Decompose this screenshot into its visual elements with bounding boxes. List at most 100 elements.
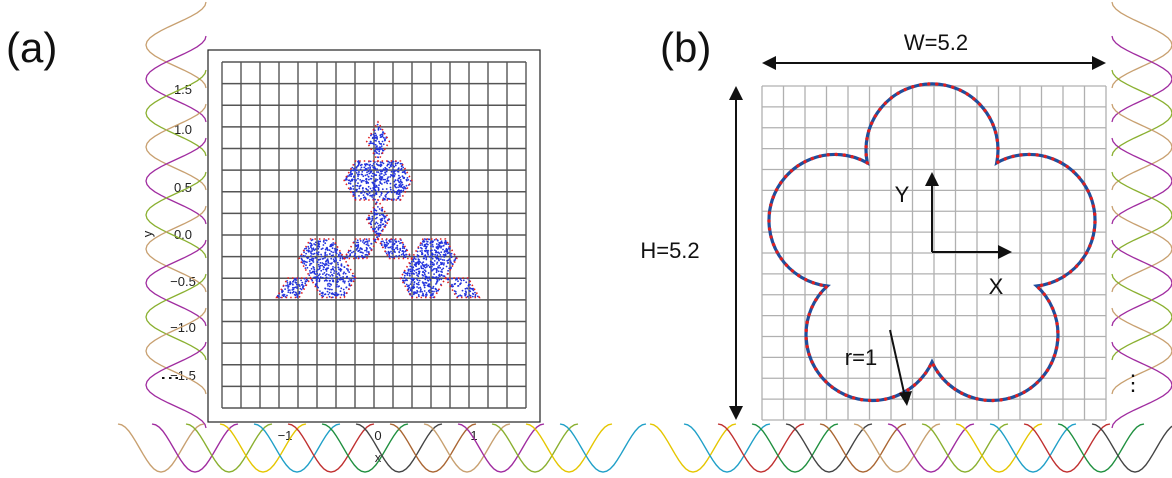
scatter-point [337, 263, 339, 266]
scatter-point [403, 187, 405, 190]
scatter-point [419, 244, 422, 247]
scatter-point [363, 179, 365, 182]
scatter-point [410, 266, 413, 268]
scatter-point [327, 288, 329, 290]
scatter-point [389, 176, 392, 178]
scatter-point [286, 282, 289, 284]
width-arrow [762, 56, 1106, 70]
scatter-point [367, 176, 370, 178]
scatter-point [408, 272, 411, 275]
scatter-point [298, 292, 301, 295]
scatter-point [383, 217, 386, 220]
scatter-point [442, 263, 445, 266]
scatter-point [355, 249, 358, 251]
scatter-point [306, 257, 309, 260]
scatter-point [378, 150, 381, 153]
scatter-point [405, 283, 408, 286]
scatter-point [431, 276, 434, 278]
scatter-point [362, 187, 364, 189]
scatter-point [363, 242, 366, 245]
scatter-point [334, 249, 337, 252]
scatter-point [303, 260, 305, 263]
scatter-point [413, 278, 415, 280]
scatter-point [405, 184, 408, 187]
scatter-point [411, 277, 414, 280]
scatter-point [305, 280, 308, 283]
scatter-point [375, 134, 378, 137]
scatter-point [398, 254, 401, 257]
scatter-point [383, 174, 385, 177]
scatter-point [446, 252, 449, 255]
scatter-point [379, 136, 382, 139]
scatter-point [337, 255, 340, 258]
scatter-point [399, 195, 401, 197]
scatter-point [469, 287, 472, 290]
scatter-point [301, 283, 304, 286]
scatter-point [334, 292, 337, 294]
scatter-point [381, 188, 384, 191]
scatter-point [373, 183, 376, 186]
scatter-point [425, 249, 428, 252]
scatter-point [375, 213, 378, 216]
scatter-point [293, 286, 295, 289]
scatter-point [472, 289, 475, 292]
scatter-point [466, 287, 469, 290]
scatter-point [397, 240, 400, 243]
scatter-point [385, 180, 388, 183]
scatter-point [397, 177, 400, 180]
scatter-point [353, 163, 356, 166]
scatter-point [439, 258, 442, 260]
scatter-point [391, 160, 394, 163]
scatter-point [342, 288, 345, 291]
scatter-point [323, 266, 325, 269]
scatter-point [317, 263, 320, 266]
scatter-point [338, 274, 341, 277]
scatter-point [429, 263, 432, 266]
scatter-point [439, 275, 441, 278]
scatter-point [425, 282, 428, 284]
scatter-point [315, 252, 318, 254]
scatter-point [435, 282, 438, 284]
scatter-point [442, 253, 445, 256]
scatter-point [345, 178, 348, 181]
scatter-point [325, 268, 328, 271]
scatter-point [433, 290, 435, 293]
scatter-point [358, 195, 360, 197]
scatter-point [385, 241, 388, 244]
scatter-point [402, 189, 405, 192]
scatter-point [287, 285, 290, 288]
scatter-point [350, 175, 352, 178]
scatter-point [405, 278, 407, 280]
scatter-point [368, 192, 371, 194]
scatter-point [327, 264, 330, 267]
scatter-point [362, 196, 365, 199]
scatter-point [425, 258, 428, 261]
panel-b-bottom-basis-curves [649, 423, 1172, 473]
scatter-point [301, 281, 304, 284]
scatter-point [416, 286, 418, 288]
scatter-point [363, 191, 366, 194]
scatter-point [344, 272, 347, 275]
scatter-point [430, 245, 432, 248]
scatter-point [417, 283, 419, 286]
scatter-point [368, 142, 371, 145]
scatter-point [328, 277, 330, 280]
panel-a: (a) 1.5 1.0 0.5 0.0 −0.5 −1.0 −1.5 y −1 … [6, 1, 647, 473]
scatter-point [425, 264, 428, 266]
scatter-point [386, 182, 389, 185]
scatter-point [349, 188, 351, 191]
scatter-point [349, 253, 352, 255]
panel-b-label: (b) [660, 24, 711, 71]
scatter-point [340, 265, 343, 267]
scatter-point [403, 247, 406, 250]
scatter-point [349, 180, 352, 183]
scatter-point [413, 283, 415, 286]
scatter-point [382, 143, 385, 146]
scatter-point [424, 255, 427, 258]
scatter-point [333, 272, 335, 274]
scatter-point [379, 134, 382, 137]
scatter-point [410, 272, 413, 275]
y-axis-label: Y [895, 182, 910, 207]
scatter-point [385, 252, 388, 255]
basis-curve [117, 423, 205, 473]
